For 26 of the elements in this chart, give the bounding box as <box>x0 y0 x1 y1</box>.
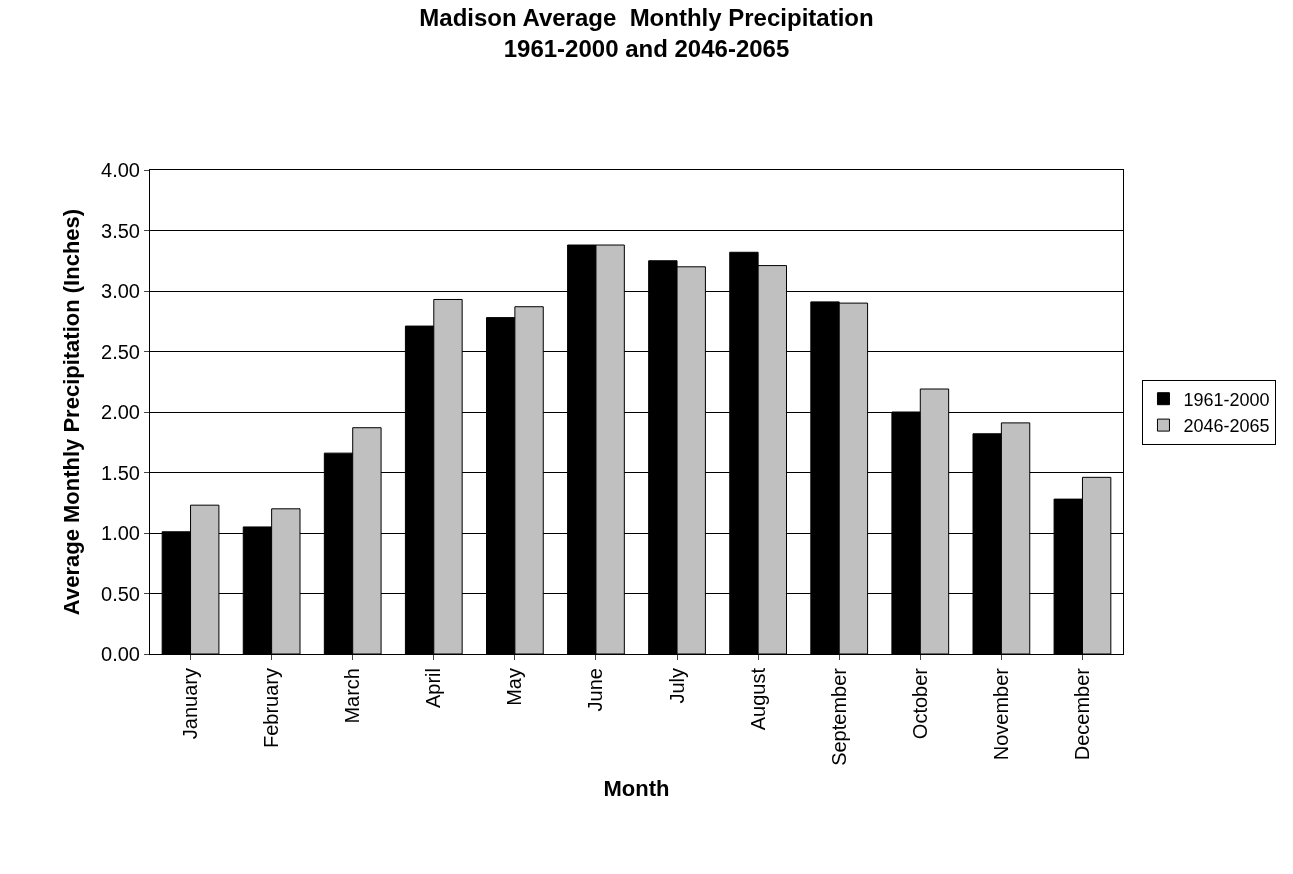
x-tick-label: January <box>179 668 202 740</box>
y-tick-label: 4.00 <box>101 159 140 181</box>
y-tick-label: 1.00 <box>101 522 140 544</box>
x-tick-label: February <box>260 668 283 749</box>
x-tick-label: July <box>665 668 688 704</box>
x-tick-label: April <box>422 668 445 709</box>
x-tick-label: September <box>827 667 850 766</box>
x-tick-label: November <box>989 667 1012 761</box>
x-tick-label: August <box>746 667 769 731</box>
y-tick-label: 0.50 <box>101 582 140 605</box>
y-tick-label: 0.00 <box>101 643 140 665</box>
x-tick-label: October <box>908 667 931 740</box>
y-tick-label: 3.00 <box>101 280 140 302</box>
x-tick-label: June <box>584 668 607 712</box>
legend-label: 1961-2000 <box>1183 389 1270 410</box>
y-tick-label: 1.50 <box>101 461 140 484</box>
y-tick-label: 3.50 <box>101 219 140 242</box>
chart-title: Madison Average Monthly Precipitation 1961-2000 and 2046-2065 <box>419 4 874 63</box>
x-axis-title: Month <box>603 775 670 801</box>
legend-label: 2046-2065 <box>1183 416 1270 437</box>
x-tick-label: December <box>1070 667 1093 761</box>
y-axis-title: Average Monthly Precipitation (Inches) <box>58 208 84 616</box>
y-tick-label: 2.00 <box>101 401 140 423</box>
x-tick-label: May <box>503 668 526 706</box>
y-tick-label: 2.50 <box>101 340 140 363</box>
x-tick-label: March <box>341 668 364 724</box>
